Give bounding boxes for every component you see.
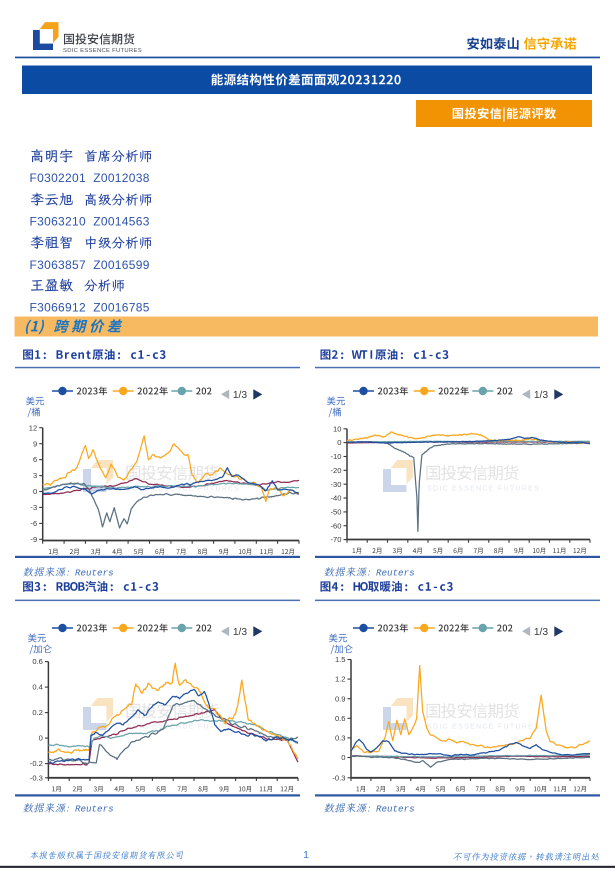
svg-text:SDIC ESSENCE FUTURES: SDIC ESSENCE FUTURES — [63, 48, 142, 54]
svg-text:SDIC ESSENCE FUTURES: SDIC ESSENCE FUTURES — [427, 724, 540, 731]
svg-text:-50: -50 — [331, 508, 342, 517]
svg-text:Reuters: Reuters — [75, 568, 114, 579]
svg-text:-60: -60 — [331, 521, 342, 530]
svg-text:Reuters: Reuters — [376, 804, 415, 815]
svg-text:10: 10 — [333, 424, 341, 433]
svg-text:0.9: 0.9 — [335, 694, 346, 703]
svg-text:0.4: 0.4 — [32, 683, 43, 692]
svg-text:0: 0 — [33, 487, 37, 496]
svg-text:0.2: 0.2 — [32, 708, 43, 717]
svg-text:1/3: 1/3 — [534, 390, 549, 401]
svg-text:-3: -3 — [30, 503, 37, 512]
svg-text:SDIC ESSENCE FUTURES: SDIC ESSENCE FUTURES — [427, 486, 540, 493]
svg-text:-0.3: -0.3 — [30, 773, 43, 782]
svg-text:3: 3 — [33, 471, 37, 480]
svg-text:1/3: 1/3 — [534, 627, 549, 638]
svg-text:-0.2: -0.2 — [30, 759, 43, 768]
svg-text:0.3: 0.3 — [335, 734, 346, 743]
svg-text:F3063210 Z0014563: F3063210 Z0014563 — [30, 214, 150, 228]
svg-text:-40: -40 — [331, 494, 342, 503]
svg-text:0: 0 — [341, 753, 345, 762]
svg-text:-10: -10 — [331, 452, 342, 461]
svg-text:-20: -20 — [331, 466, 342, 475]
svg-text:0: 0 — [39, 734, 43, 743]
svg-text:SDIC ESSENCE FUTURES: SDIC ESSENCE FUTURES — [127, 724, 240, 731]
svg-text:Reuters: Reuters — [376, 568, 415, 579]
svg-text:1/3: 1/3 — [233, 627, 248, 638]
svg-text:9: 9 — [33, 439, 37, 448]
svg-text:1.5: 1.5 — [335, 655, 346, 664]
svg-text:SDIC ESSENCE FUTURES: SDIC ESSENCE FUTURES — [127, 486, 240, 493]
svg-text:0.6: 0.6 — [32, 657, 43, 666]
svg-text:0.6: 0.6 — [335, 714, 346, 723]
svg-text:1/3: 1/3 — [233, 390, 248, 401]
svg-text:-30: -30 — [331, 480, 342, 489]
svg-text:F3066912 Z0016785: F3066912 Z0016785 — [30, 300, 150, 314]
svg-text:12: 12 — [29, 423, 37, 432]
svg-text:F3063857 Z0016599: F3063857 Z0016599 — [30, 258, 150, 272]
svg-text:F0302201 Z0012038: F0302201 Z0012038 — [30, 171, 150, 185]
svg-text:-0.3: -0.3 — [332, 773, 345, 782]
svg-text:Reuters: Reuters — [75, 804, 114, 815]
svg-text:-70: -70 — [331, 535, 342, 544]
svg-text:1: 1 — [303, 849, 309, 861]
svg-text:0: 0 — [337, 438, 341, 447]
svg-text:-6: -6 — [30, 519, 37, 528]
svg-text:6: 6 — [33, 455, 37, 464]
svg-text:-9: -9 — [30, 535, 37, 544]
svg-text:1.2: 1.2 — [335, 675, 346, 684]
